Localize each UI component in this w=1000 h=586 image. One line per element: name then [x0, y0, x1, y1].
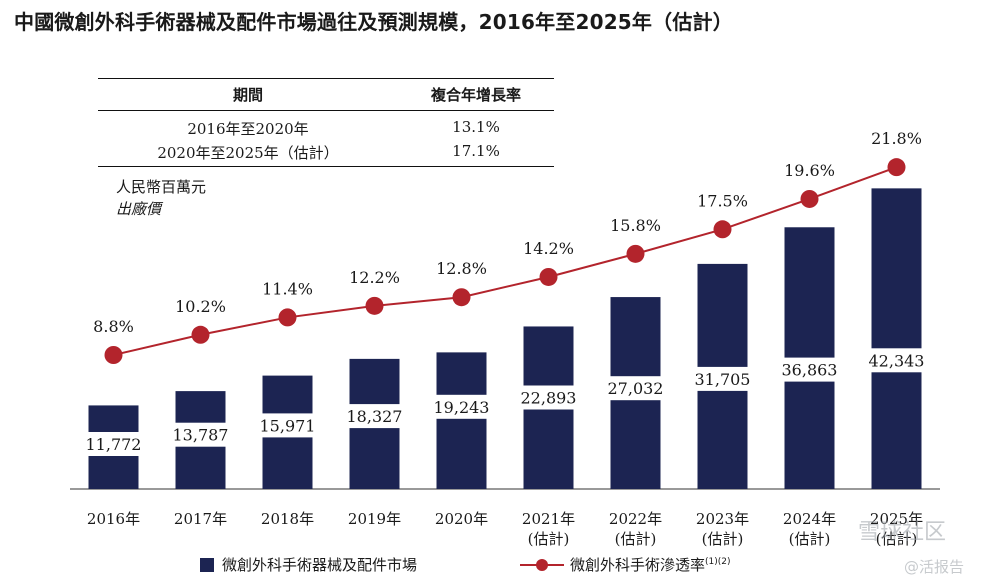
line-value-label: 11.4% [262, 279, 313, 298]
cagr-header-rate: 複合年增長率 [430, 86, 521, 104]
bar-value-label-box [602, 376, 669, 401]
legend-bar-swatch [200, 558, 214, 572]
line-point [452, 288, 471, 307]
unit-label-block: 人民幣百萬元 出廠價 [116, 176, 206, 220]
legend-line-note: (1)(2) [705, 557, 731, 567]
bar-value-label-box [515, 385, 582, 410]
bar-value-label: 22,893 [521, 389, 577, 408]
x-tick-label-sub: (估計) [615, 530, 657, 548]
line-point [278, 308, 297, 327]
table-header-rule [98, 110, 554, 111]
cagr-row-period: 2016年至2020年 [187, 120, 309, 138]
line-point [713, 220, 732, 239]
x-tick-label: 2016年 [87, 510, 140, 528]
line-value-label: 10.2% [175, 297, 226, 316]
cagr-row-period: 2020年至2025年（估計） [157, 144, 339, 162]
chart-title: 中國微創外科手術器械及配件市場過往及預測規模，2016年至2025年（估計） [14, 10, 733, 34]
x-tick-label: 2019年 [348, 510, 401, 528]
x-tick-label-sub: (估計) [702, 530, 744, 548]
bar-value-label-box [689, 366, 756, 391]
watermark-author: @活报告 [904, 558, 965, 576]
bar-value-label: 42,343 [869, 351, 925, 370]
x-tick-label: 2021年 [522, 510, 575, 528]
x-tick-label: 2020年 [435, 510, 488, 528]
bar-value-label: 19,243 [434, 398, 490, 417]
x-tick-label: 2018年 [261, 510, 314, 528]
legend-bar-entry: 微創外科手術器械及配件市場 [200, 554, 417, 575]
table-top-rule [98, 78, 554, 79]
bar-value-label-box [428, 394, 495, 419]
x-tick-label: 2024年 [783, 510, 836, 528]
cagr-row-rate: 17.1% [452, 142, 500, 160]
unit-sublabel: 出廠價 [116, 200, 162, 218]
legend-bar-label: 微創外科手術器械及配件市場 [222, 556, 418, 574]
line-point [539, 267, 558, 286]
unit-label: 人民幣百萬元 [116, 178, 207, 196]
bar [436, 352, 487, 489]
line-value-label: 15.8% [610, 216, 661, 235]
bar-value-label: 36,863 [782, 361, 838, 380]
bar-value-label-box [776, 357, 843, 382]
bar-value-label: 15,971 [260, 416, 316, 435]
cagr-row-rate: 13.1% [452, 118, 500, 136]
line-point [887, 158, 906, 177]
x-tick-label-sub: (估計) [876, 530, 918, 548]
line-point [626, 244, 645, 263]
bar-value-label-box [167, 422, 234, 447]
bar-value-label: 11,772 [86, 435, 142, 454]
line-value-label: 14.2% [523, 239, 574, 258]
bar-value-label: 31,705 [695, 370, 751, 389]
line-value-label: 12.8% [436, 259, 487, 278]
line-value-label: 8.8% [93, 317, 134, 336]
legend-line-swatch [520, 559, 564, 571]
line-point [191, 325, 210, 344]
line-value-label: 12.2% [349, 268, 400, 287]
legend-line-label: 微創外科手術滲透率 [570, 556, 706, 574]
bar [871, 188, 922, 490]
x-tick-label: 2025年 [870, 510, 923, 528]
x-tick-label: 2022年 [609, 510, 662, 528]
table-bottom-rule [98, 166, 554, 167]
line-point [104, 346, 123, 364]
bar-value-label: 27,032 [608, 379, 664, 398]
bar-value-label-box [341, 404, 408, 429]
bar-value-label-box [80, 432, 147, 456]
line-value-label: 21.8% [871, 129, 922, 148]
cagr-header-period: 期間 [232, 86, 263, 104]
x-tick-label-sub: (估計) [789, 530, 831, 548]
bar-value-label-box [863, 348, 930, 373]
x-tick-label-sub: (估計) [528, 530, 570, 548]
line-point [800, 189, 819, 208]
bar-value-label: 18,327 [347, 407, 403, 426]
legend-line-entry: 微創外科手術滲透率(1)(2) [520, 554, 731, 575]
line-series [113, 166, 897, 356]
line-point [365, 296, 384, 315]
x-tick-label: 2017年 [174, 510, 227, 528]
line-value-label: 19.6% [784, 161, 835, 180]
bar-value-label-box [254, 413, 321, 438]
line-value-label: 17.5% [697, 191, 748, 210]
bar-value-label: 13,787 [173, 426, 229, 445]
watermark-xueqiu: 雪球社区 [858, 520, 947, 545]
x-tick-label: 2023年 [696, 510, 749, 528]
